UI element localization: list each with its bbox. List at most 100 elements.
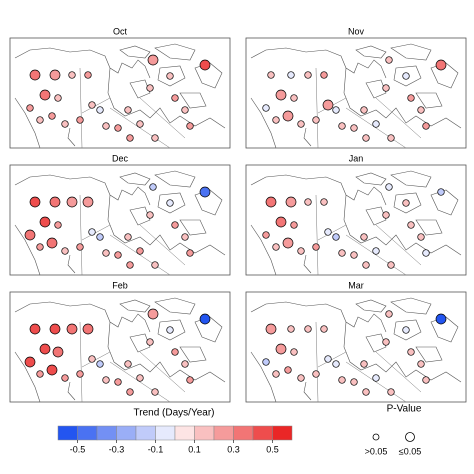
panel-title: Oct: [113, 26, 128, 36]
station-marker: [297, 120, 305, 128]
station-marker: [114, 251, 122, 259]
station-marker: [171, 221, 179, 229]
station-marker: [435, 313, 447, 325]
map-panel: Feb: [9, 280, 231, 403]
panel-title: Jan: [349, 153, 364, 163]
pvalue-symbol: [405, 432, 415, 442]
station-marker: [290, 94, 298, 102]
station-marker: [102, 376, 110, 384]
station-marker: [387, 388, 395, 396]
pvalue-label: >0.05: [365, 446, 388, 456]
colorbar-swatch: [194, 425, 215, 441]
station-marker: [151, 134, 159, 142]
station-marker: [36, 116, 44, 124]
station-marker: [338, 376, 346, 384]
station-marker: [54, 94, 62, 102]
map-panel: Mar: [245, 280, 467, 403]
station-marker: [422, 376, 430, 384]
station-marker: [181, 233, 189, 241]
station-marker: [114, 378, 122, 386]
station-marker: [304, 325, 312, 333]
station-marker: [290, 221, 298, 229]
map-panel: Jan: [245, 153, 467, 276]
station-marker: [24, 229, 36, 241]
station-marker: [126, 388, 134, 396]
station-marker: [136, 247, 144, 255]
station-marker: [435, 59, 447, 71]
colorbar-tick-label: 0.3: [227, 444, 240, 454]
station-marker: [124, 360, 132, 368]
station-marker: [360, 233, 368, 241]
panel-title: Feb: [112, 280, 128, 290]
station-marker: [29, 323, 41, 335]
station-marker: [382, 338, 390, 346]
station-marker: [76, 243, 84, 251]
station-marker: [297, 374, 305, 382]
station-marker: [136, 374, 144, 382]
station-marker: [171, 94, 179, 102]
station-marker: [360, 106, 368, 114]
colorbar-swatch: [252, 425, 273, 441]
station-marker: [151, 388, 159, 396]
station-marker: [320, 198, 328, 206]
station-marker: [324, 355, 332, 363]
colorbar-tick-label: -0.3: [109, 444, 125, 454]
station-marker: [312, 370, 320, 378]
station-marker: [146, 338, 154, 346]
colorbar-swatch: [57, 425, 78, 441]
station-marker: [61, 120, 69, 128]
station-marker: [24, 356, 36, 368]
station-marker: [46, 364, 58, 376]
station-marker: [181, 360, 189, 368]
station-marker: [407, 348, 415, 356]
station-marker: [287, 325, 295, 333]
station-marker: [36, 370, 44, 378]
station-marker: [360, 360, 368, 368]
station-marker: [385, 183, 393, 191]
station-marker: [272, 243, 280, 251]
station-marker: [304, 198, 312, 206]
station-marker: [49, 323, 61, 335]
station-marker: [88, 228, 96, 236]
station-marker: [417, 106, 425, 114]
station-marker: [171, 348, 179, 356]
station-marker: [402, 326, 410, 334]
pvalue-symbol: [372, 433, 380, 441]
station-marker: [149, 183, 157, 191]
station-marker: [82, 323, 94, 335]
station-marker: [186, 376, 194, 384]
station-marker: [102, 122, 110, 130]
station-marker: [284, 366, 292, 374]
station-marker: [407, 94, 415, 102]
station-marker: [282, 110, 294, 122]
station-marker: [96, 233, 104, 241]
station-marker: [304, 71, 312, 79]
station-marker: [332, 360, 340, 368]
station-marker: [282, 237, 294, 249]
station-marker: [126, 134, 134, 142]
station-marker: [422, 122, 430, 130]
station-marker: [181, 106, 189, 114]
station-marker: [96, 360, 104, 368]
station-marker: [265, 196, 277, 208]
colorbar-tick-label: 0.5: [266, 444, 279, 454]
station-marker: [332, 106, 340, 114]
station-marker: [66, 196, 78, 208]
station-marker: [88, 101, 96, 109]
station-marker: [382, 211, 390, 219]
station-marker: [48, 112, 56, 120]
station-marker: [46, 237, 58, 249]
station-marker: [102, 249, 110, 257]
station-marker: [437, 188, 445, 196]
station-marker: [402, 199, 410, 207]
station-marker: [126, 261, 134, 269]
panel-title: Dec: [112, 153, 129, 163]
colorbar-tick-label: -0.5: [70, 444, 86, 454]
station-marker: [372, 374, 380, 382]
station-marker: [362, 261, 370, 269]
station-marker: [362, 388, 370, 396]
station-marker: [262, 231, 270, 239]
station-marker: [338, 249, 346, 257]
station-marker: [124, 233, 132, 241]
